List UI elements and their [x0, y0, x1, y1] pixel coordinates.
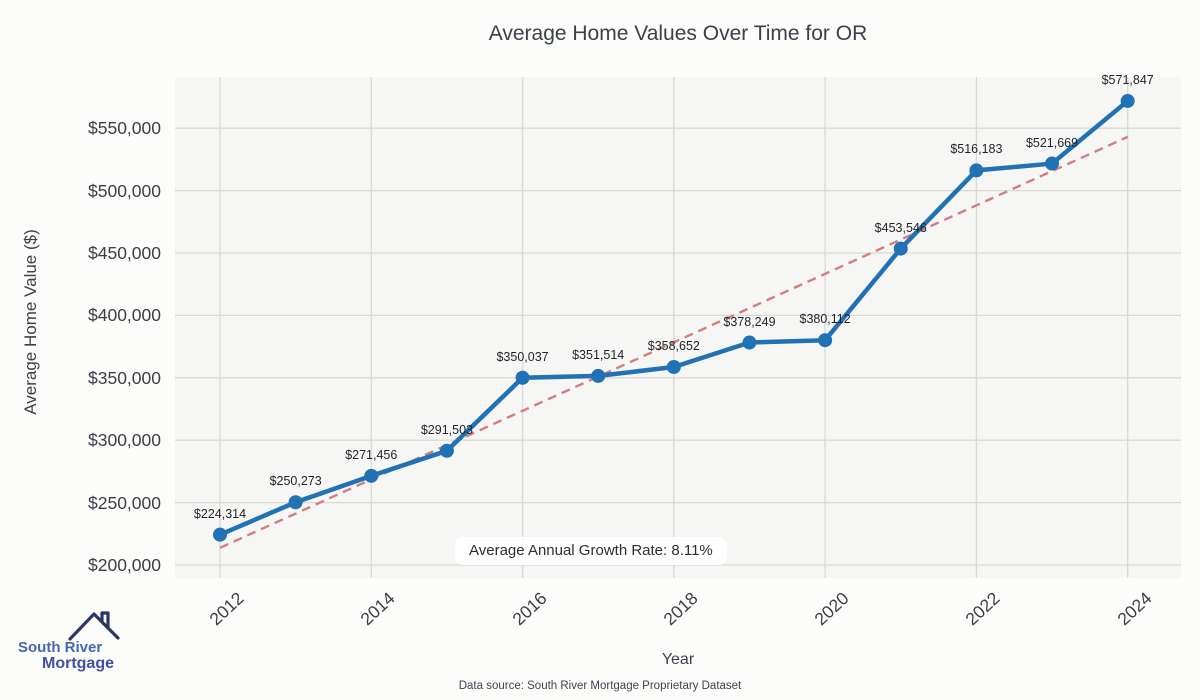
data-point	[742, 335, 757, 350]
x-tick-label: 2022	[961, 588, 1005, 630]
data-point-label: $291,503	[420, 422, 473, 437]
data-point	[818, 333, 833, 348]
x-tick-label: 2024	[1113, 588, 1156, 630]
data-point	[893, 241, 908, 256]
data-point-label: $250,273	[269, 474, 322, 489]
data-point-label: $224,314	[193, 506, 247, 521]
chart-canvas	[175, 77, 1181, 578]
data-point-label: $516,183	[950, 142, 1003, 157]
data-point-label: $350,037	[496, 349, 549, 364]
data-point	[515, 370, 530, 385]
data-point	[969, 163, 984, 178]
y-tick-label: $400,000	[88, 305, 161, 326]
x-tick-label: 2012	[205, 588, 248, 630]
data-point-label: $378,249	[723, 314, 776, 329]
data-point-label: $358,652	[647, 339, 700, 353]
y-tick-label: $350,000	[88, 367, 161, 388]
x-tick-label: 2016	[508, 588, 551, 630]
data-point	[439, 443, 454, 458]
annotation-text: Average Annual Growth Rate: 8.11%	[469, 542, 713, 559]
y-tick-label: $200,000	[88, 554, 161, 575]
chart-title: Average Home Values Over Time for OR	[488, 22, 868, 45]
x-tick-label: 2014	[356, 588, 399, 630]
y-tick-label: $500,000	[88, 180, 161, 201]
x-tick-label: 2020	[810, 588, 853, 630]
data-point	[364, 468, 379, 483]
y-tick-label: $550,000	[88, 118, 161, 139]
data-point	[1120, 93, 1135, 108]
logo-text-line2: Mortgage	[42, 655, 114, 672]
y-tick-label: $450,000	[88, 243, 161, 263]
data-point	[288, 495, 303, 510]
data-point-label: $351,514	[572, 347, 625, 362]
data-point-label: $521,669	[1025, 135, 1079, 150]
y-tick-label: $300,000	[88, 430, 161, 451]
data-point-label: $380,112	[799, 312, 851, 327]
house-roof-icon	[68, 611, 120, 641]
y-axis-title: Average Home Value ($)	[21, 229, 40, 415]
data-point	[591, 368, 606, 383]
x-axis-title: Year	[661, 651, 695, 668]
logo-text-line1: South River	[18, 639, 103, 656]
data-point-label: $571,847	[1101, 72, 1154, 87]
y-tick-label: $250,000	[88, 492, 161, 513]
data-point	[213, 527, 228, 542]
data-point	[1045, 156, 1060, 171]
annotation-box: Average Annual Growth Rate: 8.11%	[455, 537, 727, 565]
data-point-label: $271,456	[345, 447, 398, 462]
data-point-label: $453,546	[874, 220, 927, 235]
logo: South River Mortgage	[18, 611, 158, 673]
data-source-note: Data source: South River Mortgage Propri…	[458, 680, 742, 692]
data-point	[666, 360, 681, 375]
x-tick-label: 2018	[659, 588, 702, 630]
plot-area	[175, 77, 1181, 578]
